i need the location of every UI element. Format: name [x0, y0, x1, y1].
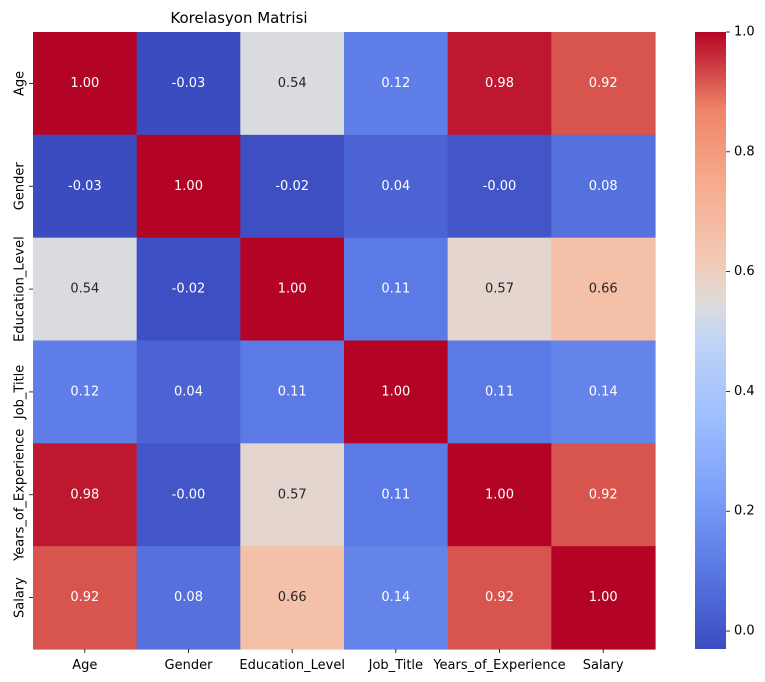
- heatmap-cell: [551, 443, 656, 547]
- cell-value-label: 0.57: [485, 282, 514, 297]
- heatmap-cell: [447, 237, 552, 342]
- y-axis-ticks: Age Gender Education_Level Job_Title Years_o…: [13, 71, 33, 618]
- colorbar-tick-label: 0.0: [734, 624, 755, 639]
- y-tick-label: Gender: [13, 162, 28, 211]
- colorbar-tick-label: 1.0: [734, 25, 755, 40]
- y-tick-label: Age: [13, 71, 28, 96]
- cell-value-label: 0.54: [278, 76, 307, 91]
- y-tick-label: Job_Title: [13, 365, 28, 420]
- cell-value-label: -0.03: [68, 179, 102, 194]
- x-tick-label: Gender: [165, 658, 214, 673]
- colorbar-tick-label: 0.2: [734, 504, 755, 519]
- heatmap-cell: [551, 134, 656, 239]
- cell-value-label: 1.00: [174, 179, 203, 194]
- cell-value-label: 1.00: [381, 384, 410, 399]
- colorbar-tick-label: 0.4: [734, 384, 755, 399]
- cell-value-label: 0.11: [381, 487, 410, 502]
- heatmap-cell: [551, 237, 656, 342]
- x-tick-label: Years_of_Experience: [432, 658, 565, 673]
- cell-value-label: 0.11: [278, 384, 307, 399]
- colorbar-tick-label: 0.8: [734, 144, 755, 159]
- x-tick-label: Age: [72, 658, 97, 673]
- heatmap-cells: [33, 32, 656, 650]
- cell-value-label: 0.98: [485, 76, 514, 91]
- cell-value-label: 0.12: [381, 76, 410, 91]
- heatmap-cell: [136, 546, 241, 650]
- cell-value-label: 0.14: [589, 384, 618, 399]
- x-tick-label: Salary: [583, 658, 624, 673]
- x-tick-label: Education_Level: [239, 658, 345, 673]
- colorbar-tick-label: 0.6: [734, 264, 755, 279]
- heatmap-cell: [240, 340, 345, 444]
- chart-title: Korelasyon Matrisi: [170, 9, 307, 27]
- heatmap-cell: [344, 134, 449, 239]
- cell-value-label: 0.92: [70, 590, 99, 605]
- cell-value-label: -0.02: [275, 179, 309, 194]
- cell-value-label: 0.11: [485, 384, 514, 399]
- cell-value-label: 0.66: [589, 282, 618, 297]
- y-tick-label: Education_Level: [13, 236, 28, 342]
- heatmap-cell: [344, 546, 449, 650]
- cell-value-label: -0.00: [172, 487, 206, 502]
- heatmap-cell: [240, 134, 345, 239]
- cell-value-label: 0.12: [70, 384, 99, 399]
- heatmap-cell: [551, 32, 656, 136]
- cell-value-label: 0.98: [70, 487, 99, 502]
- heatmap-cell: [33, 237, 138, 342]
- cell-value-label: 0.54: [70, 282, 99, 297]
- cell-value-label: 0.92: [589, 487, 618, 502]
- cell-value-label: 0.04: [174, 384, 203, 399]
- heatmap-cell: [240, 443, 345, 547]
- heatmap-cell: [136, 443, 241, 547]
- heatmap-cell: [447, 443, 552, 547]
- heatmap-cell: [240, 237, 345, 342]
- heatmap-cell: [240, 546, 345, 650]
- heatmap-cell: [136, 134, 241, 239]
- cell-value-label: 0.08: [589, 179, 618, 194]
- cell-value-label: 1.00: [70, 76, 99, 91]
- cell-value-label: 0.14: [381, 590, 410, 605]
- heatmap-cell: [551, 340, 656, 444]
- heatmap-cell: [33, 340, 138, 444]
- cell-value-label: 1.00: [485, 487, 514, 502]
- cell-value-label: 0.92: [589, 76, 618, 91]
- cell-value-label: 1.00: [589, 590, 618, 605]
- colorbar-gradient: [695, 32, 726, 649]
- heatmap-cell: [33, 32, 138, 136]
- cell-value-label: 0.08: [174, 590, 203, 605]
- cell-value-label: 0.92: [485, 590, 514, 605]
- cell-value-label: -0.03: [172, 76, 206, 91]
- colorbar: 0.0 0.2 0.4 0.6 0.8 1.0: [695, 25, 755, 649]
- heatmap-cell: [551, 546, 656, 650]
- x-tick-label: Job_Title: [368, 658, 423, 673]
- cell-value-label: -0.02: [172, 282, 206, 297]
- heatmap-cell: [447, 340, 552, 444]
- x-axis-ticks: Age Gender Education_Level Job_Title Years_o…: [72, 649, 624, 673]
- cell-value-label: 0.66: [278, 590, 307, 605]
- cell-value-label: 0.11: [381, 282, 410, 297]
- heatmap-cell: [33, 546, 138, 650]
- heatmap-cell: [447, 546, 552, 650]
- y-tick-label: Years_of_Experience: [13, 429, 28, 562]
- heatmap-cell: [33, 443, 138, 547]
- heatmap-cell: [240, 32, 345, 136]
- heatmap-cell: [136, 237, 241, 342]
- y-tick-label: Salary: [13, 577, 28, 618]
- heatmap-cell: [344, 237, 449, 342]
- cell-value-label: 0.04: [381, 179, 410, 194]
- cell-value-label: 0.57: [278, 487, 307, 502]
- heatmap-cell: [344, 340, 449, 444]
- heatmap-cell: [447, 32, 552, 136]
- heatmap-cell: [136, 340, 241, 444]
- heatmap-value-labels: 1.00 -0.03 0.54 0.12 0.98 0.92 -0.03 1.00 -0.02 0…: [68, 76, 618, 605]
- cell-value-label: 1.00: [278, 282, 307, 297]
- heatmap-cell: [344, 32, 449, 136]
- colorbar-ticks: 0.0 0.2 0.4 0.6 0.8 1.0: [726, 25, 755, 639]
- cell-value-label: -0.00: [483, 179, 517, 194]
- heatmap-cell: [344, 443, 449, 547]
- heatmap-cell: [33, 134, 138, 239]
- heatmap-cell: [136, 32, 241, 136]
- heatmap-cell: [447, 134, 552, 239]
